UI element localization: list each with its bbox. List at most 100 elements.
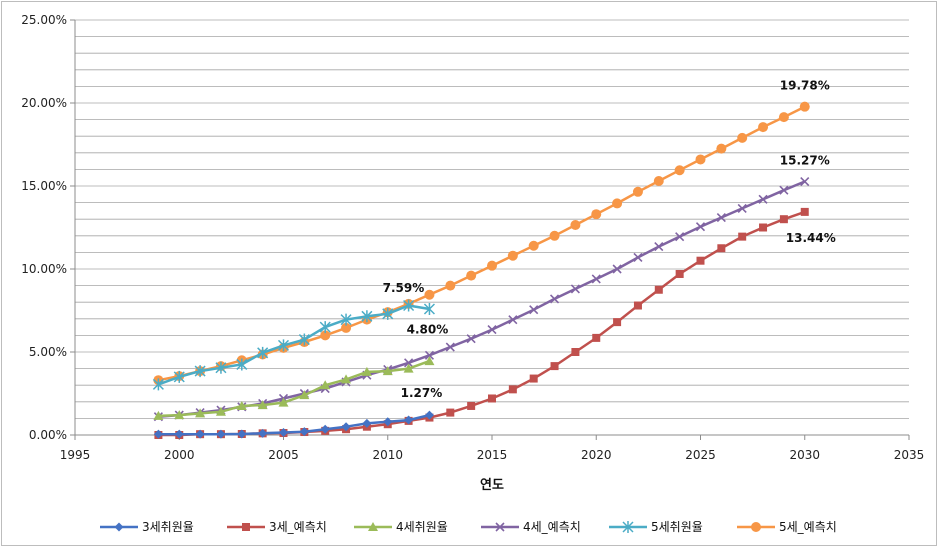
legend-item: 3세_예측치 (227, 520, 327, 534)
data-point (341, 422, 351, 432)
x-tick-label: 1995 (60, 448, 91, 462)
legend-label: 3세취원율 (142, 520, 194, 534)
data-point (716, 212, 726, 223)
grid (75, 19, 909, 419)
data-point (591, 274, 601, 284)
data-point (361, 310, 373, 323)
data-point (152, 378, 164, 391)
data-point (508, 385, 517, 394)
data-point (633, 301, 642, 310)
legend-item: 5세취원율 (609, 520, 703, 534)
data-point (423, 303, 435, 316)
data-point (799, 101, 810, 112)
data-point (529, 305, 539, 315)
data-point (549, 230, 560, 241)
data-point (403, 363, 414, 373)
data-point (383, 417, 393, 427)
data-point (654, 285, 663, 294)
legend-marker (242, 523, 250, 531)
data-point (320, 330, 331, 341)
data-point (466, 270, 477, 281)
data-point (403, 299, 415, 312)
data-point (779, 215, 788, 224)
data-label: 13.44% (786, 231, 836, 245)
data-point (445, 280, 456, 291)
data-point (362, 418, 372, 428)
data-point (633, 252, 643, 262)
series-5 (152, 299, 435, 391)
data-point (758, 122, 769, 133)
data-point (487, 325, 497, 335)
y-tick-label: 5.00% (29, 345, 67, 359)
legend-marker (114, 522, 124, 532)
data-point (341, 374, 352, 384)
data-point (382, 366, 393, 376)
data-label: 19.78% (780, 79, 830, 93)
data-point (570, 284, 580, 294)
data-point (299, 390, 310, 400)
data-point (529, 374, 538, 383)
legend-marker (622, 521, 634, 533)
data-point (716, 143, 727, 154)
data-point (591, 209, 602, 220)
data-point (570, 220, 581, 231)
data-point (467, 401, 476, 410)
data-label: 4.80% (407, 322, 449, 336)
data-point (758, 194, 768, 204)
x-tick-label: 2030 (789, 448, 820, 462)
y-tick-label: 25.00% (21, 13, 67, 27)
legend-label: 3세_예측치 (269, 520, 327, 534)
data-point (340, 313, 352, 326)
data-point (257, 400, 268, 410)
series-line (158, 180, 806, 418)
tick-labels: 0.00% 5.00% 10.00% 15.00% 20.00% 25.00% 1995 20… (21, 13, 924, 462)
y-tick-label: 15.00% (21, 179, 67, 193)
data-point (507, 250, 518, 261)
data-point (257, 346, 269, 359)
data-point (800, 207, 809, 216)
data-point (446, 408, 455, 417)
data-point (800, 176, 810, 187)
legend-item: 3세취원율 (100, 520, 194, 534)
data-point (550, 362, 559, 371)
y-tick-label: 0.00% (29, 428, 67, 442)
x-tick-label: 2015 (477, 448, 508, 462)
legend-marker (368, 522, 378, 531)
legend-item: 4세취원율 (354, 520, 448, 534)
data-point (320, 380, 331, 390)
x-tick-label: 2025 (685, 448, 716, 462)
x-tick-label: 2005 (268, 448, 299, 462)
data-point (341, 322, 352, 333)
data-point (424, 289, 435, 300)
data-point (759, 223, 768, 232)
data-point (779, 185, 789, 195)
data-point (174, 429, 184, 439)
data-point (195, 429, 205, 439)
series-line (158, 105, 806, 382)
data-point (299, 427, 309, 437)
data-point (675, 269, 684, 278)
data-point (404, 358, 414, 368)
data-point (592, 333, 601, 342)
data-point (236, 400, 247, 410)
data-point (174, 410, 185, 420)
data-point (571, 348, 580, 356)
data-point (466, 334, 476, 344)
data-point (173, 370, 185, 383)
data-point (612, 198, 623, 209)
data-point (695, 222, 706, 232)
legend-item: 5세_예측치 (737, 520, 837, 534)
x-tick-label: 2010 (372, 448, 403, 462)
data-point (279, 428, 288, 438)
legend-label: 4세취원율 (396, 520, 448, 534)
x-tick-label: 2020 (581, 448, 612, 462)
legend-marker (495, 522, 505, 532)
data-point (194, 365, 206, 378)
legend-label: 4세_예측치 (523, 520, 581, 534)
series-3 (153, 356, 435, 420)
data-point (404, 415, 414, 425)
data-label: 1.27% (401, 386, 443, 400)
y-tick-label: 20.00% (21, 96, 67, 110)
